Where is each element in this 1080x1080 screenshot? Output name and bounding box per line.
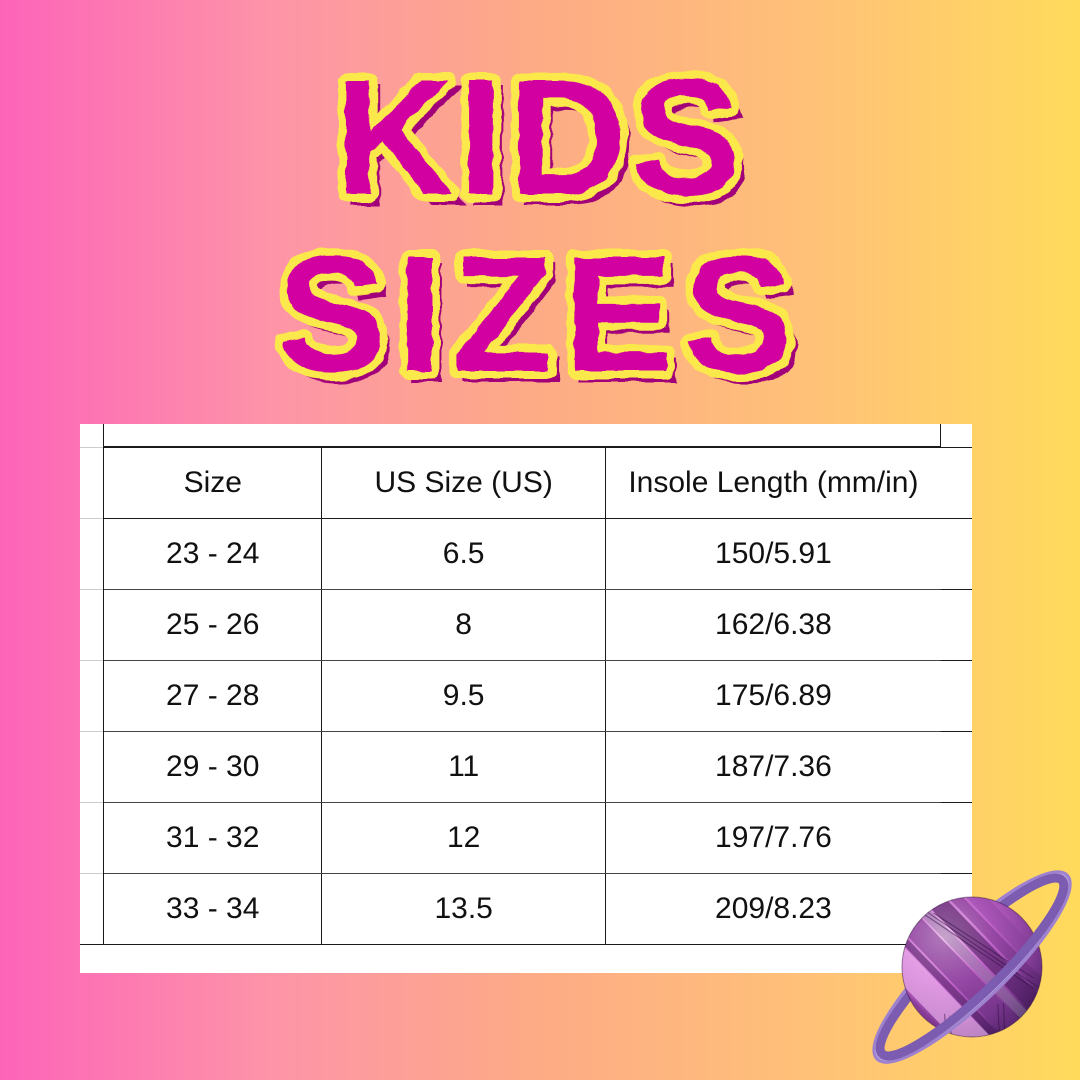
svg-text:SIZES: SIZES	[277, 222, 804, 406]
svg-text:KIDS: KIDS	[335, 45, 745, 229]
